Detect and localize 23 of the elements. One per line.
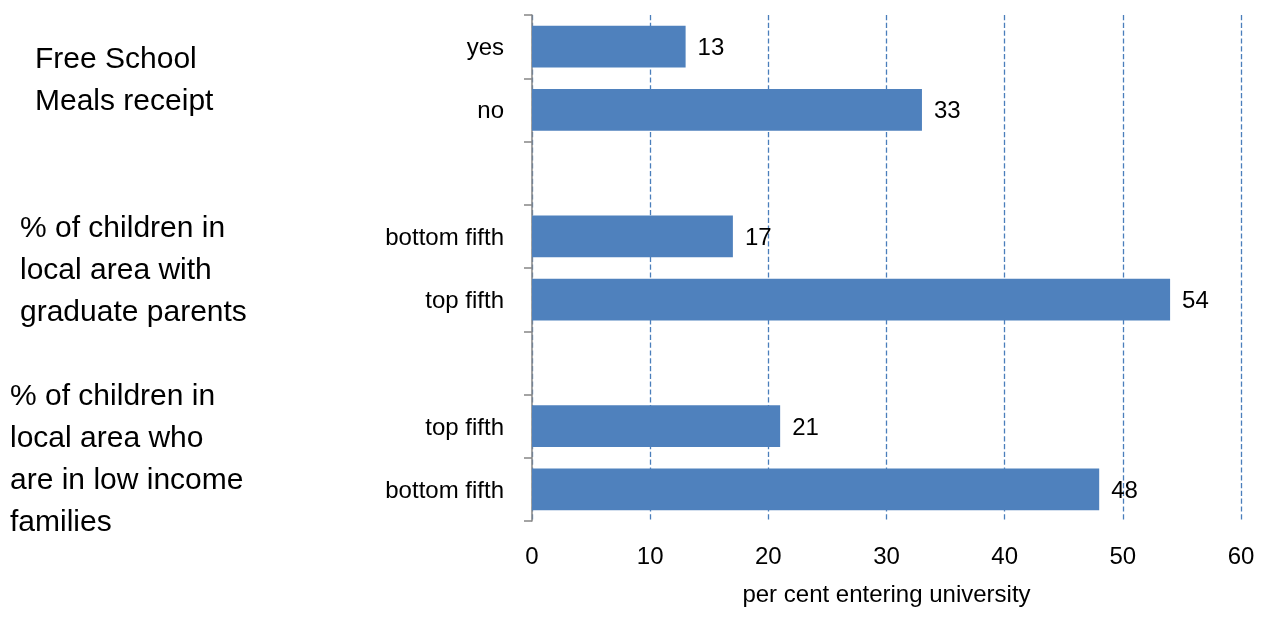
y-tick-label: yes [466,33,504,61]
data-label: 48 [1111,475,1138,503]
x-tick-label: 0 [525,541,539,569]
data-label: 54 [1182,286,1209,314]
x-tick-label: 30 [873,541,900,569]
data-label: 21 [792,412,819,440]
y-tick-label: no [477,96,504,124]
text: Free School Meals receipt [35,40,215,116]
y-tick-label: top fifth [425,286,504,314]
x-tick-label: 50 [1109,541,1137,569]
y-tick-label: bottom fifth [385,222,504,250]
x-tick-label: 60 [1227,541,1255,569]
text: % of children in local area who are in low income families [10,378,244,538]
x-tick-label: 20 [754,541,782,569]
data-label: 33 [933,96,961,124]
data-label: 13 [697,33,725,61]
x-tick-label: 40 [991,541,1019,569]
text: % of children in local area with graduate parents [20,209,247,327]
y-tick-label: top fifth [425,412,504,440]
data-label: 17 [744,222,772,250]
y-tick-label: bottom fifth [385,475,504,503]
x-tick-label: 10 [636,541,664,569]
x-axis-title: per cent entering university [742,579,1031,607]
